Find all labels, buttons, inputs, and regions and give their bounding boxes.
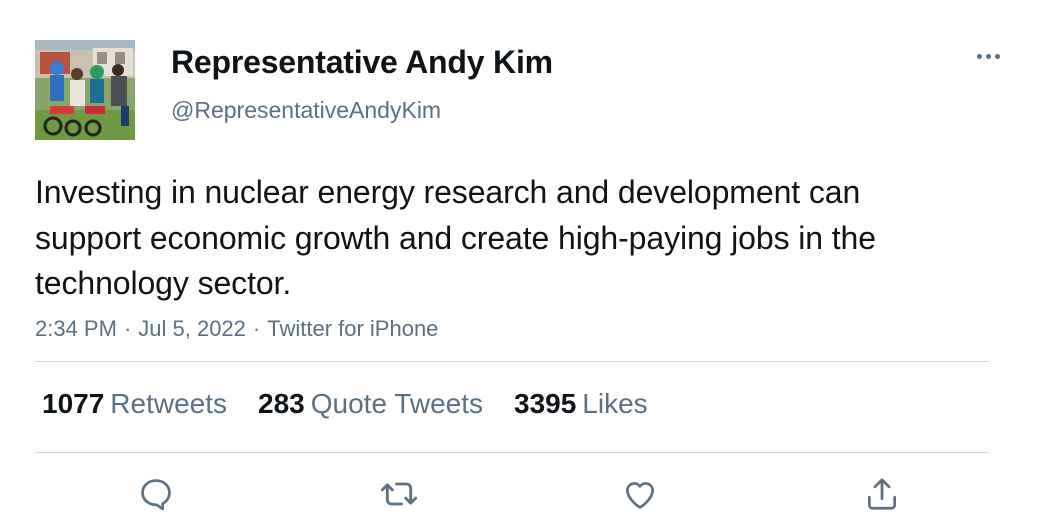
quote-tweets-count: 283	[258, 388, 305, 419]
likes-stat[interactable]: 3395 Likes	[514, 388, 648, 420]
more-options-button[interactable]	[968, 40, 1008, 72]
tweet-source[interactable]: Twitter for iPhone	[267, 316, 439, 341]
likes-count: 3395	[514, 388, 577, 419]
user-handle[interactable]: @RepresentativeAndyKim	[171, 97, 442, 123]
profile-photo-icon	[35, 40, 135, 140]
more-icon	[976, 53, 1000, 59]
reply-icon	[141, 479, 171, 511]
tweet-date[interactable]: Jul 5, 2022	[138, 316, 246, 341]
meta-separator: ·	[123, 316, 132, 341]
avatar[interactable]	[35, 40, 135, 140]
share-icon	[867, 478, 897, 510]
quote-tweets-stat[interactable]: 283 Quote Tweets	[258, 388, 483, 420]
tweet-time[interactable]: 2:34 PM	[35, 316, 117, 341]
share-button[interactable]	[862, 474, 902, 514]
divider	[35, 361, 989, 362]
action-bar	[0, 474, 1050, 514]
like-button[interactable]	[620, 474, 660, 514]
reply-button[interactable]	[136, 474, 176, 514]
retweets-label: Retweets	[110, 388, 228, 419]
heart-icon	[625, 482, 655, 509]
tweet-text: Investing in nuclear energy research and…	[35, 174, 876, 301]
meta-separator: ·	[252, 316, 261, 341]
retweet-icon	[380, 482, 418, 506]
retweets-count: 1077	[42, 388, 105, 419]
engagement-stats: 1077 Retweets 283 Quote Tweets 3395 Likes	[42, 388, 679, 420]
retweets-stat[interactable]: 1077 Retweets	[42, 388, 227, 420]
divider	[35, 452, 989, 453]
likes-label: Likes	[582, 388, 648, 419]
quote-tweets-label: Quote Tweets	[310, 388, 483, 419]
retweet-button[interactable]	[379, 474, 419, 514]
display-name[interactable]: Representative Andy Kim	[171, 44, 553, 80]
tweet-metadata: 2:34 PM · Jul 5, 2022 · Twitter for iPhone	[35, 316, 438, 342]
